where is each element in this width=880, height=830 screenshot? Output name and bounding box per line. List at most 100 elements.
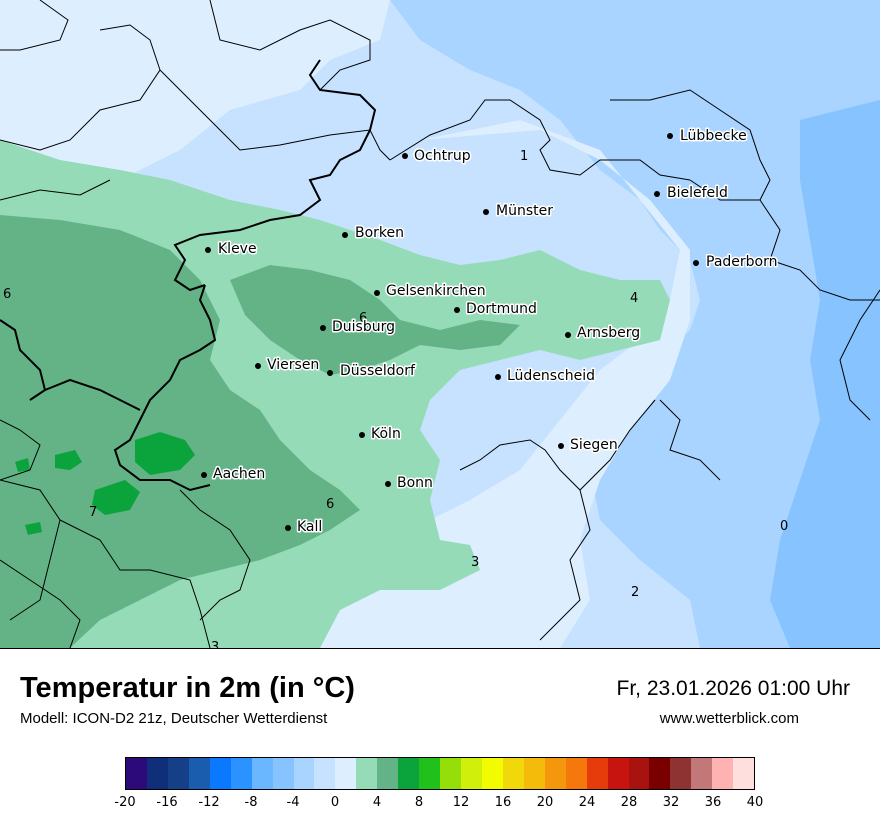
legend-color-step <box>649 758 671 789</box>
border-line <box>659 399 721 481</box>
temp-area-4-6-ruhr <box>230 265 520 375</box>
city-borken[interactable]: Borken <box>342 224 406 243</box>
legend-color-step <box>335 758 357 789</box>
legend-color-step <box>146 758 168 789</box>
city-label: Lübbecke <box>680 128 747 144</box>
legend-color-step <box>607 758 629 789</box>
border-line <box>689 179 760 201</box>
isotherm-label: 6 <box>326 497 334 512</box>
city-marker <box>201 472 207 478</box>
borders <box>0 0 880 648</box>
border-line <box>539 489 591 641</box>
city-label: Duisburg <box>332 319 395 335</box>
legend-tick-label: -12 <box>198 795 220 810</box>
city-viersen[interactable]: Viersen <box>255 356 321 375</box>
city-koeln[interactable]: Köln <box>359 425 402 444</box>
temp-area-6-8-a <box>135 432 195 475</box>
city-label: Paderborn <box>706 254 777 270</box>
national-border <box>44 378 141 411</box>
legend-color-step <box>565 758 587 789</box>
city-label: Viersen <box>267 357 319 373</box>
legend-tick-label: 32 <box>662 795 680 810</box>
national-border <box>173 59 377 292</box>
city-marker <box>667 133 673 139</box>
border-line <box>0 419 41 481</box>
legend-tick-label: 16 <box>494 795 512 810</box>
legend-color-step <box>188 758 210 789</box>
national-border <box>113 284 217 492</box>
isotherm-label: 6 <box>359 311 367 326</box>
legend-color-step <box>502 758 524 789</box>
isotherm-label: 4 <box>630 291 638 306</box>
legend-tick-label: 36 <box>704 795 722 810</box>
city-marker <box>320 325 326 331</box>
city-label: Borken <box>355 225 404 241</box>
city-marker <box>285 525 291 531</box>
legend-color-step <box>440 758 461 789</box>
legend-color-step <box>670 758 692 789</box>
legend-color-step <box>586 758 608 789</box>
legend-tick-label: 8 <box>414 795 424 810</box>
city-label: Aachen <box>213 466 265 482</box>
city-label: Ochtrup <box>414 148 471 164</box>
city-marker <box>205 247 211 253</box>
city-label: Bonn <box>397 475 433 491</box>
border-line <box>179 489 251 621</box>
legend-color-step <box>230 758 252 789</box>
legend-tick-label: 24 <box>578 795 596 810</box>
city-marker <box>483 209 489 215</box>
legend-color-step <box>126 758 147 789</box>
city-luebbecke[interactable]: Lübbecke <box>667 127 748 146</box>
temp-area-4-6 <box>0 215 360 648</box>
city-duesseldorf[interactable]: Düsseldorf <box>327 362 417 381</box>
city-label: Kall <box>297 519 322 535</box>
border-line <box>610 89 880 301</box>
city-bielefeld[interactable]: Bielefeld <box>654 184 729 203</box>
isotherm-labels: 1 4 6 6 6 7 3 2 0 3 <box>3 149 788 648</box>
legend-color-step <box>209 758 231 789</box>
website-link[interactable]: www.wetterblick.com <box>659 710 799 727</box>
legend-tick-label: -8 <box>244 795 258 810</box>
city-label: Lüdenscheid <box>507 368 595 384</box>
city-gelsenkirchen[interactable]: Gelsenkirchen <box>374 282 487 301</box>
city-kleve[interactable]: Kleve <box>205 240 258 259</box>
legend-tick-label: 12 <box>452 795 470 810</box>
legend-tick-label: 28 <box>620 795 638 810</box>
isotherm-label: 1 <box>520 149 528 164</box>
city-label: Düsseldorf <box>340 363 416 379</box>
legend-color-step <box>356 758 378 789</box>
city-luedenscheid[interactable]: Lüdenscheid <box>495 367 597 386</box>
color-legend <box>125 757 755 790</box>
legend-color-step <box>733 758 755 789</box>
legend-color-step <box>523 758 545 789</box>
legend-tick-label: 40 <box>746 795 764 810</box>
city-aachen[interactable]: Aachen <box>201 465 267 484</box>
temp-area-6-8-e <box>25 522 42 535</box>
cities: Lübbecke Ochtrup Bielefeld Münster Borke… <box>201 127 779 537</box>
city-label: Münster <box>496 203 553 219</box>
city-duisburg[interactable]: Duisburg <box>320 318 397 337</box>
city-kall[interactable]: Kall <box>285 518 324 537</box>
legend-color-step <box>691 758 713 789</box>
city-ochtrup[interactable]: Ochtrup <box>402 147 472 166</box>
city-label: Siegen <box>570 437 618 453</box>
city-marker <box>327 370 333 376</box>
city-dortmund[interactable]: Dortmund <box>454 300 538 319</box>
border-line <box>0 559 81 648</box>
city-paderborn[interactable]: Paderborn <box>693 253 779 272</box>
city-bonn[interactable]: Bonn <box>385 474 434 493</box>
city-arnsberg[interactable]: Arnsberg <box>565 324 642 343</box>
legend-color-step <box>272 758 294 789</box>
isotherm-label: 3 <box>471 555 479 570</box>
city-marker <box>693 260 699 266</box>
legend-tick-label: 0 <box>330 795 340 810</box>
city-muenster[interactable]: Münster <box>483 202 555 221</box>
city-siegen[interactable]: Siegen <box>558 436 619 455</box>
legend-color-step <box>167 758 189 789</box>
temp-area-6-8-b <box>55 450 82 470</box>
city-label: Gelsenkirchen <box>386 283 486 299</box>
city-marker <box>454 307 460 313</box>
border-line <box>839 289 880 421</box>
border-line <box>0 179 111 201</box>
legend-color-step <box>712 758 734 789</box>
